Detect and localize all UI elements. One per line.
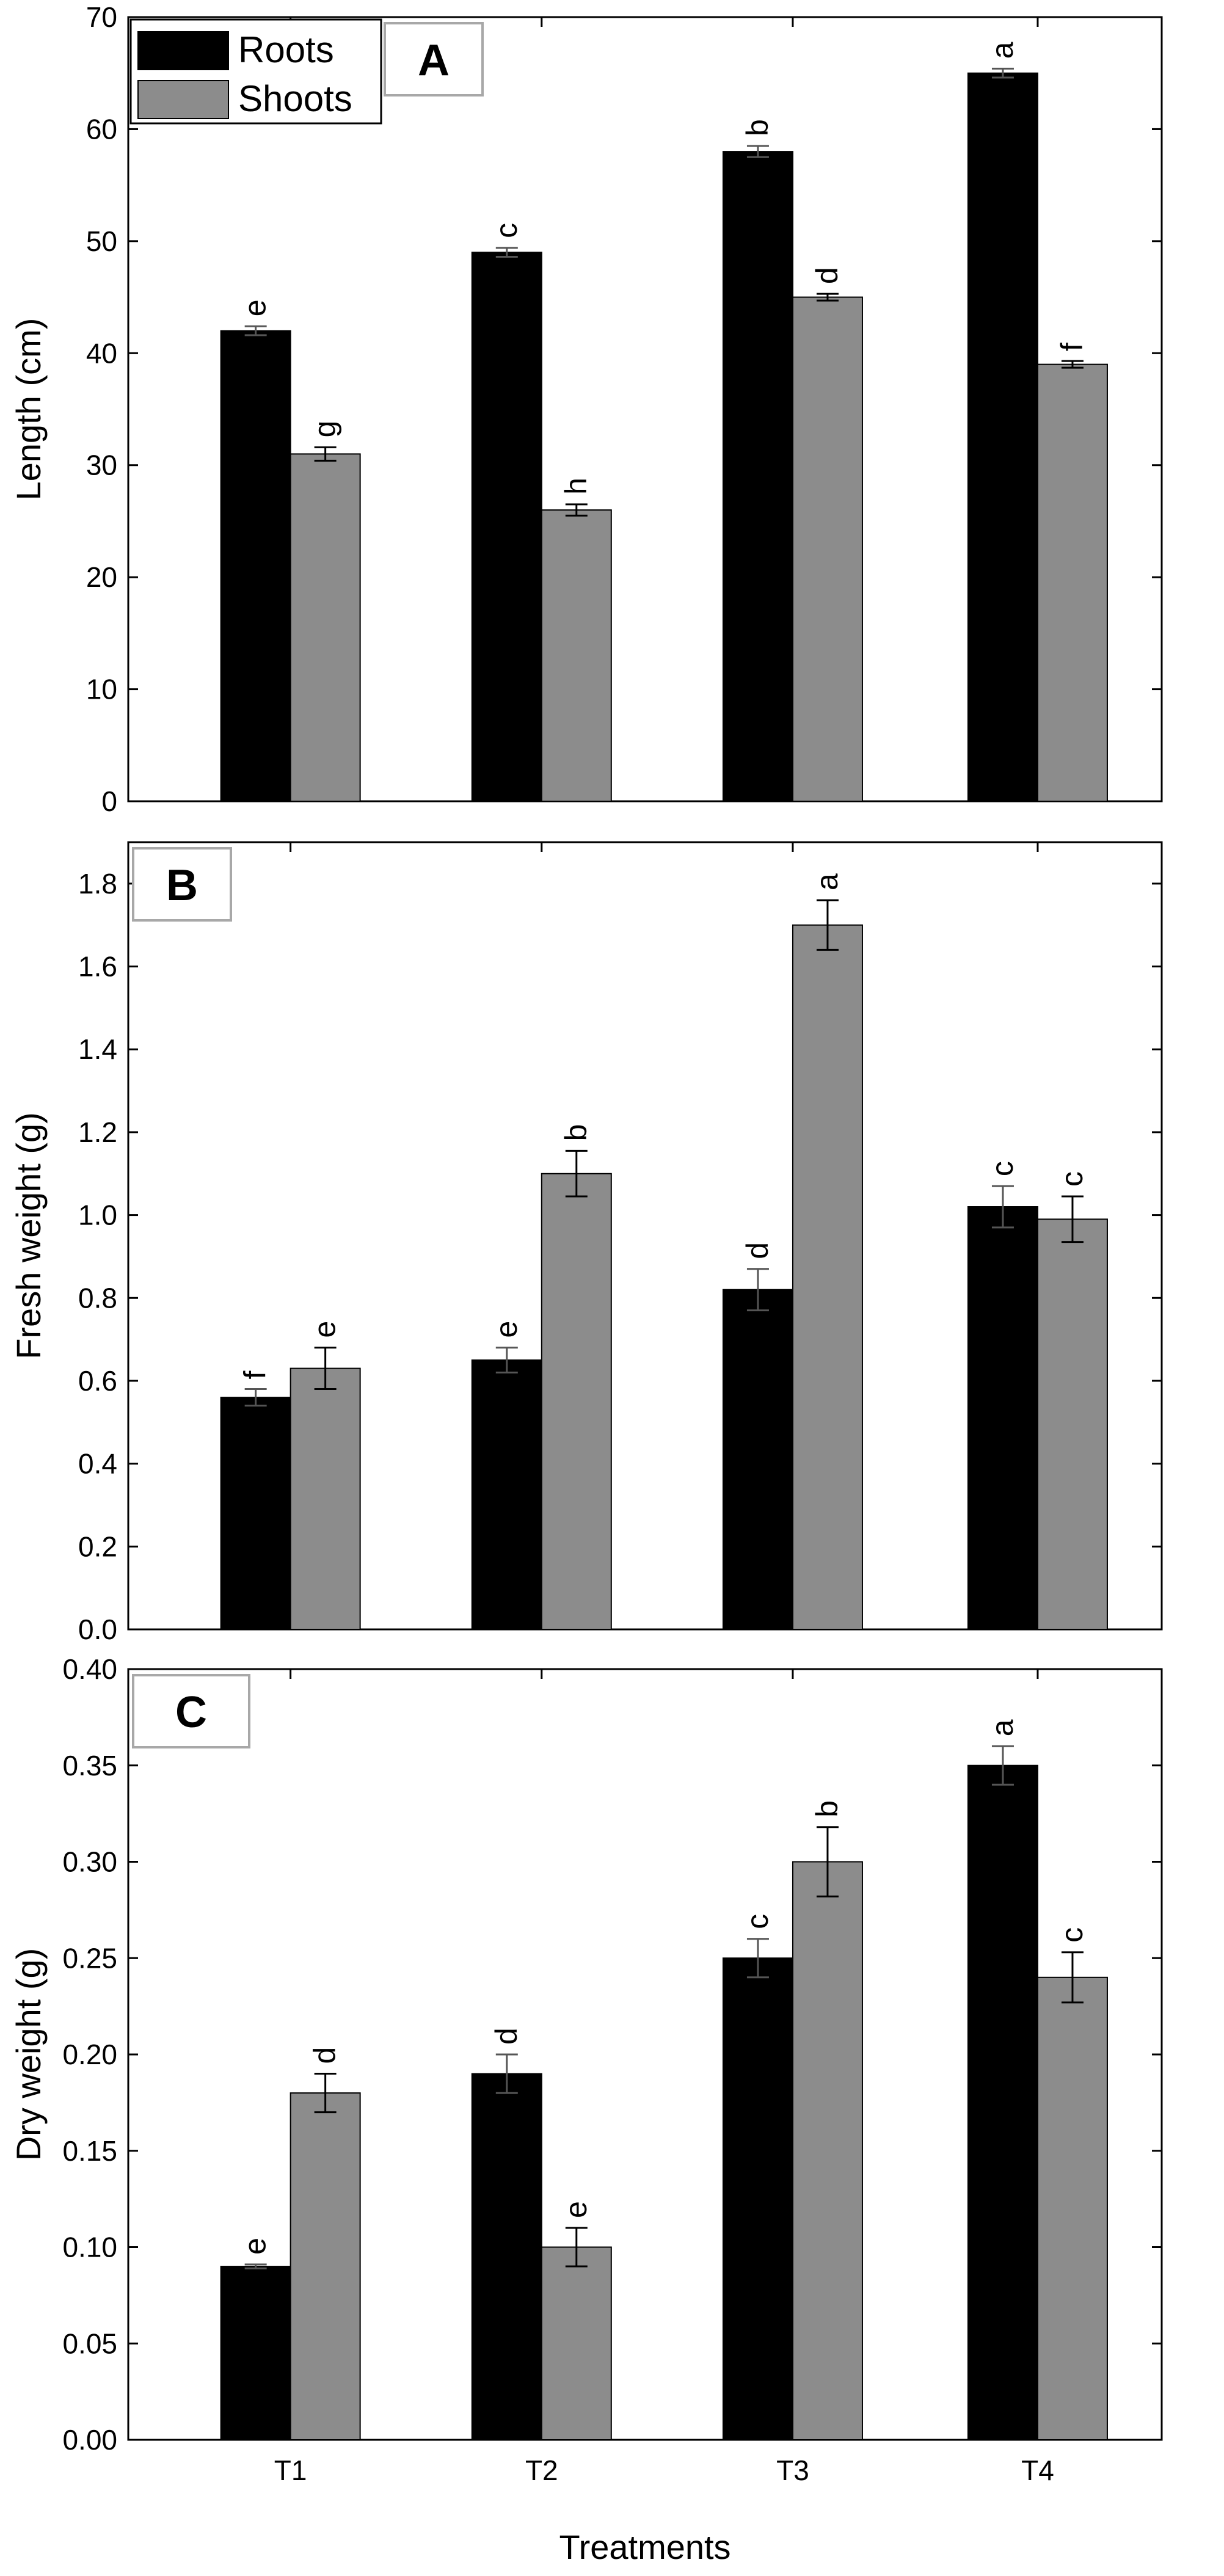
panel-b-ytick-label: 0.2	[78, 1530, 117, 1562]
panel-b-bar-shoots-t2	[541, 1173, 612, 1630]
panel-a-significance-letter: c	[489, 223, 523, 238]
panel-a-bar-shoots-t1	[290, 453, 361, 802]
panel-b-significance-letter: f	[238, 1371, 272, 1380]
panel-a-bar-roots-t4	[967, 72, 1038, 802]
panel-b-y-axis-title: Fresh weight (g)	[9, 1112, 48, 1359]
panel-c-bar-roots-t3	[722, 1957, 793, 2440]
panel-a-bar-roots-t3	[722, 151, 793, 802]
panel-a-significance-letter: h	[559, 478, 593, 495]
panel-c-xtick-label: T4	[1021, 2454, 1054, 2486]
panel-c-xtick-label: T3	[776, 2454, 809, 2486]
panel-c-ytick-label: 0.35	[62, 1750, 117, 1781]
panel-a-ytick-label: 0	[101, 785, 117, 817]
panel-b-significance-letter: a	[810, 873, 844, 890]
legend-label-roots: Roots	[238, 29, 334, 70]
panel-b-significance-letter: e	[308, 1321, 342, 1338]
panel-a-bar-shoots-t3	[792, 296, 863, 802]
legend-swatch-roots	[137, 31, 229, 70]
panel-b-significance-letter: d	[740, 1242, 774, 1259]
panel-b-significance-letter: c	[1055, 1171, 1089, 1187]
panel-a-bar-shoots-t2	[541, 509, 612, 802]
panel-b-ytick-label: 0.6	[78, 1365, 117, 1397]
panel-b-ytick-label: 1.8	[78, 868, 117, 900]
panel-a-ytick-label: 20	[86, 561, 117, 593]
panel-c-bar-shoots-t4	[1036, 1976, 1108, 2441]
panel-c-ytick-label: 0.30	[62, 1846, 117, 1878]
panel-c-bar-roots-t2	[471, 2073, 542, 2441]
panel-c-y-axis-title: Dry weight (g)	[9, 1948, 48, 2161]
panel-c-bar-roots-t4	[967, 1764, 1038, 2440]
panel-b-ytick-label: 0.8	[78, 1282, 117, 1314]
panel-c-xtick-label: T2	[525, 2454, 558, 2486]
panel-b-ytick-label: 0.0	[78, 1614, 117, 1645]
panel-a-y-axis-title: Length (cm)	[9, 318, 48, 501]
panel-c-significance-letter: d	[308, 2047, 342, 2064]
panel-c-bar-roots-t1	[220, 2266, 291, 2441]
panel-c-ytick-label: 0.20	[62, 2039, 117, 2070]
panel-c-significance-letter: d	[489, 2028, 523, 2045]
panel-c-label-box	[132, 1674, 250, 1748]
panel-a-significance-letter: d	[810, 267, 844, 284]
panel-c-ytick-label: 0.25	[62, 1942, 117, 1974]
panel-b-significance-letter: c	[985, 1161, 1019, 1176]
panel-b-label-box	[132, 847, 232, 922]
panel-a-significance-letter: a	[985, 42, 1019, 59]
panel-b-ytick-label: 1.4	[78, 1033, 117, 1065]
panel-a-ytick-label: 50	[86, 225, 117, 257]
panel-b-plot-frame	[127, 841, 1163, 1631]
panel-c-significance-letter: e	[559, 2201, 593, 2218]
panel-c-ytick-label: 0.05	[62, 2327, 117, 2359]
panel-b-bar-shoots-t4	[1036, 1218, 1108, 1630]
panel-b-bar-roots-t3	[722, 1289, 793, 1631]
panel-c-ytick-label: 0.10	[62, 2232, 117, 2263]
panel-c-significance-letter: c	[740, 1914, 774, 1929]
legend-swatch-shoots	[137, 80, 229, 119]
panel-b-ytick-label: 1.2	[78, 1116, 117, 1148]
panel-b-bar-roots-t2	[471, 1359, 542, 1631]
panel-a-plot-frame	[127, 16, 1163, 802]
panel-a-bar-shoots-t4	[1036, 363, 1108, 802]
panel-a-bar-roots-t1	[220, 330, 291, 802]
panel-a-ytick-label: 30	[86, 449, 117, 481]
panel-c-ytick-label: 0.15	[62, 2135, 117, 2167]
panel-b-bar-roots-t1	[220, 1397, 291, 1631]
panel-c-significance-letter: c	[1055, 1927, 1089, 1943]
panel-c-xtick-label: T1	[274, 2454, 307, 2486]
panel-c-x-axis-title: Treatments	[559, 2528, 730, 2566]
panel-a-significance-letter: b	[740, 119, 774, 136]
panel-c-bar-shoots-t1	[290, 2092, 361, 2441]
panel-a-label: A	[418, 36, 450, 85]
panel-a-ytick-label: 60	[86, 113, 117, 145]
panel-a-bar-roots-t2	[471, 252, 542, 802]
panel-a-significance-letter: f	[1055, 343, 1089, 351]
panel-b-significance-letter: e	[489, 1321, 523, 1338]
panel-b-significance-letter: b	[559, 1124, 593, 1141]
panel-a-significance-letter: e	[238, 299, 272, 316]
panel-b-ytick-label: 1.6	[78, 951, 117, 983]
panel-a-ytick-label: 10	[86, 674, 117, 705]
panel-c-bar-shoots-t3	[792, 1861, 863, 2440]
panel-b-bar-shoots-t3	[792, 924, 863, 1630]
panel-c-significance-letter: a	[985, 1719, 1019, 1736]
panel-c-significance-letter: b	[810, 1800, 844, 1817]
panel-c-significance-letter: e	[238, 2238, 272, 2255]
panel-b-ytick-label: 1.0	[78, 1199, 117, 1231]
panel-c-label: C	[175, 1688, 207, 1737]
panel-b-bar-roots-t4	[967, 1206, 1038, 1630]
panel-a-ytick-label: 40	[86, 337, 117, 369]
panel-b-ytick-label: 0.4	[78, 1448, 117, 1480]
legend-label-shoots: Shoots	[238, 78, 352, 119]
panel-a-label-box	[384, 22, 484, 96]
panel-a-significance-letter: g	[308, 421, 342, 438]
panel-b-bar-shoots-t1	[290, 1367, 361, 1630]
panel-a-ytick-label: 70	[86, 1, 117, 33]
panel-c-ytick-label: 0.40	[62, 1653, 117, 1685]
panel-c-bar-shoots-t2	[541, 2246, 612, 2440]
panel-b-label: B	[166, 861, 198, 910]
panel-c-ytick-label: 0.00	[62, 2424, 117, 2456]
